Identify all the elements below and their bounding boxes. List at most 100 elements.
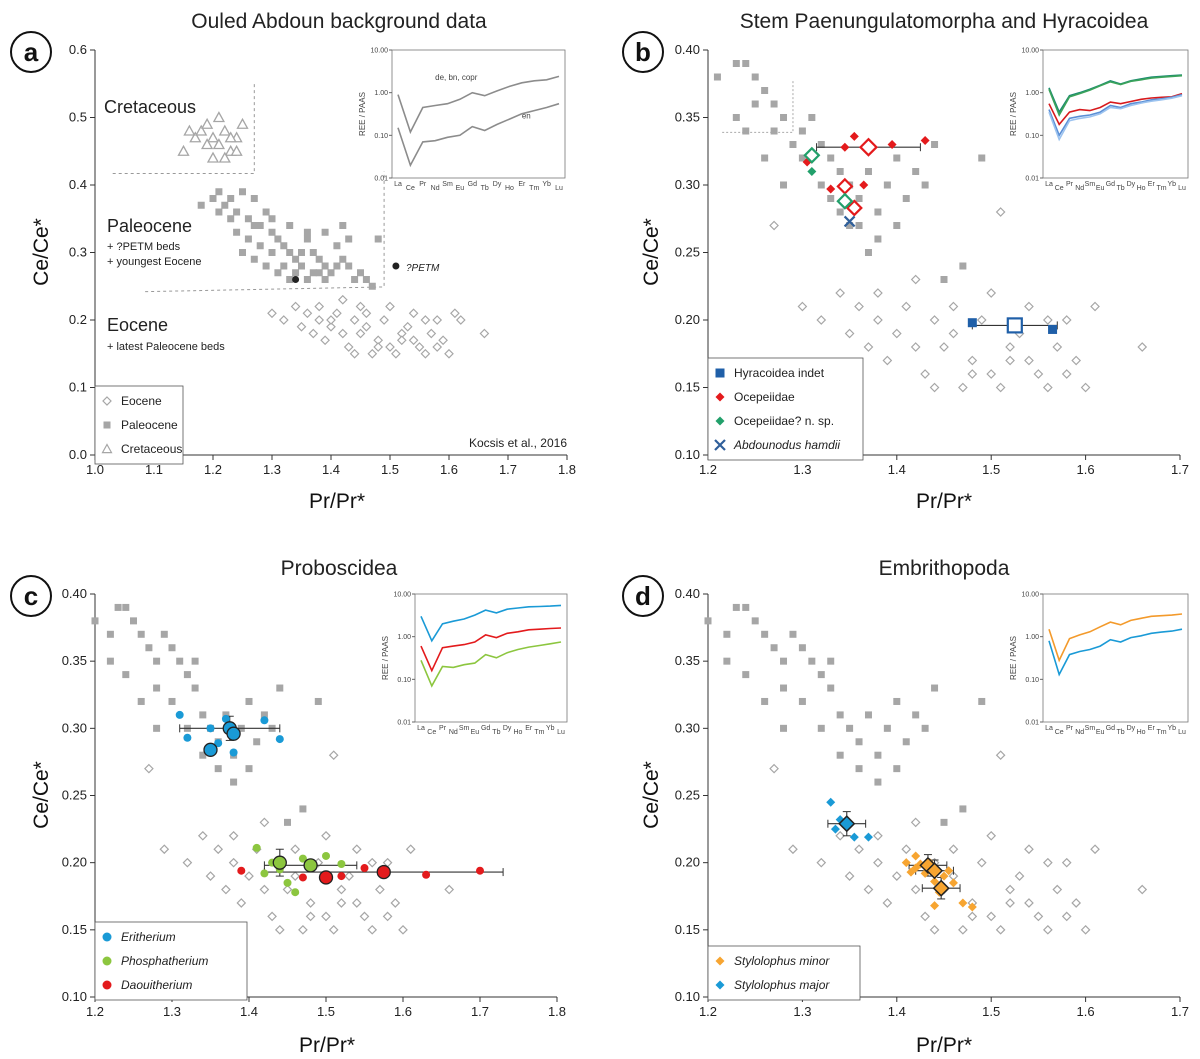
background-paleocene-point [770,100,778,108]
inset-x-tick-label: Tb [1117,185,1125,192]
inset-x-tick-label: Gd [481,725,490,732]
inset-x-tick-label: Tb [1117,729,1125,736]
background-eocene-point [967,355,978,366]
phosphatherium-point [291,888,300,897]
ocepeiidae-point [840,142,850,152]
background-paleocene-point [761,154,769,162]
panel-c-legend: Eritherium Phosphatherium Daouitherium [94,921,248,1001]
background-paleocene-point [723,657,731,665]
eocene-point [432,315,443,325]
background-paleocene-point [893,154,901,162]
panel-b-ylabel: Ce/Ce* [640,218,663,286]
background-paleocene-point [864,249,872,256]
background-paleocene-point [742,671,750,679]
eocene-label: Eocene [107,315,168,335]
background-eocene-point [995,207,1006,217]
paleocene-boundary [145,171,385,293]
inset-x-tick-label: Tm [534,729,544,736]
inset-y-tick-label: 0.01 [1025,176,1039,183]
background-eocene-point [863,342,874,352]
panel-b-legend: Hyracoidea indet Ocepeiidae Ocepeiidae? n.… [707,357,864,461]
panel-a-label: a [10,31,52,73]
panel-b-xlabel: Pr/Pr* [916,490,972,513]
inset-series-line [1048,628,1183,677]
inset-x-tick-label: Yb [1167,725,1176,732]
background-eocene-point [351,844,362,855]
paleocene-point [256,222,264,229]
background-paleocene-point [761,630,769,638]
panel-c-points [91,603,504,935]
background-paleocene-point [780,724,788,732]
cretaceous-point [218,151,231,163]
background-paleocene-point [704,617,712,625]
eocene-point [302,308,313,319]
background-eocene-point [1052,342,1063,352]
y-tick-label: 0.40 [675,42,700,57]
background-paleocene-point [978,697,986,705]
inset-label-upper: de, bn, copr [435,73,478,82]
background-paleocene-point [284,818,291,826]
background-eocene-point [816,857,827,868]
background-paleocene-point [883,181,891,189]
stylolophus-minor-point [958,898,968,908]
paleocene-point [345,262,353,270]
inset-y-tick-label: 0.01 [397,720,411,727]
background-paleocene-point [817,724,825,732]
background-paleocene-point [893,697,901,705]
panel-b-points [713,60,1148,393]
daouitherium-mean [376,864,391,880]
hyracoidea-point [967,318,977,328]
legend-marker [715,980,725,990]
background-eocene-point [228,857,239,868]
inset-y-tick-label: 0.10 [1025,677,1039,684]
paleocene-point [339,255,347,263]
background-paleocene-point [214,765,222,773]
cretaceous-point [200,117,214,129]
ocepeiidae-point [920,135,930,145]
background-paleocene-point [902,195,910,202]
ocepeiidae-point [826,184,836,194]
inset-series-line [397,102,560,168]
inset-y-tick-label: 1.00 [1025,634,1039,641]
background-paleocene-point [176,657,184,665]
inset-x-tick-label: La [417,725,425,732]
cretaceous-point [236,117,249,129]
background-eocene-point [1024,844,1034,855]
panel-d-ylabel: Ce/Ce* [640,761,663,829]
background-eocene-point [910,817,921,828]
inset-series-line [397,75,560,135]
background-eocene-point [986,288,997,298]
background-paleocene-point [780,684,788,692]
legend-marker [103,421,111,429]
eocene-point [267,308,277,319]
background-paleocene-point [168,644,176,652]
inset-x-tick-label: Ho [513,729,522,736]
background-eocene-point [863,884,874,895]
background-eocene-point [1071,355,1082,366]
background-paleocene-point [846,724,854,732]
eocene-point [408,308,419,319]
background-paleocene-point [245,697,253,705]
background-paleocene-point [931,684,939,692]
panel-d-legend: Stylolophus minor Stylolophus major [707,945,861,1001]
background-eocene-point [920,911,930,922]
background-eocene-point [1090,301,1100,312]
eocene-point [385,342,395,352]
legend-marker [715,416,725,426]
ocepeiidae-mean [858,137,879,157]
eocene-point [355,328,366,339]
stylolophus-minor-mean [925,862,944,880]
background-paleocene-point [245,765,253,773]
inset-x-tick-label: Nd [1075,185,1084,192]
background-eocene-point [873,830,883,841]
paleocene-point [315,255,323,263]
eritherium-point [206,724,215,733]
paleocene-point [233,208,241,216]
x-tick-label: 1.7 [499,462,517,477]
inset-x-tick-label: Pr [1066,725,1074,732]
background-paleocene-point [153,724,161,732]
background-eocene-point [244,871,254,881]
paleocene-point [327,269,335,277]
background-paleocene-point [137,697,145,705]
background-eocene-point [290,871,301,881]
